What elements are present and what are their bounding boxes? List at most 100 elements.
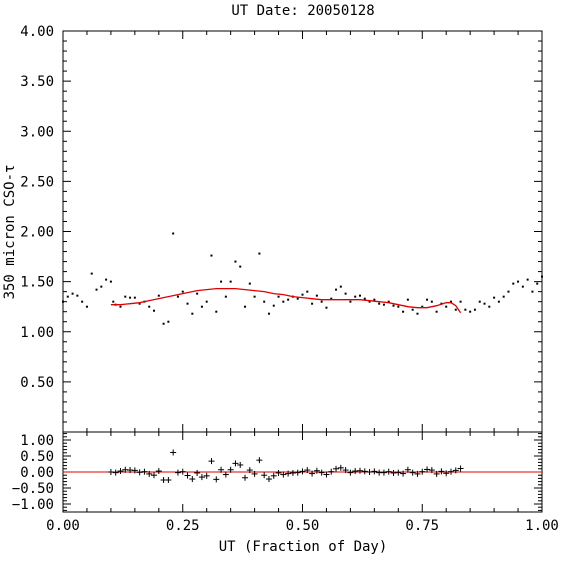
- tau-point: [517, 280, 520, 283]
- tau-point: [512, 282, 515, 285]
- tau-point: [330, 297, 333, 300]
- residual-point: [174, 469, 181, 476]
- tau-point: [536, 282, 539, 285]
- residual-point: [251, 470, 258, 477]
- x-tick-label: 0.50: [286, 518, 320, 534]
- tau-panel: 0.50 1.00 1.50 2.00 2.50 3.00 3.50 4.00 350 mic…: [2, 24, 543, 433]
- residual-point: [409, 469, 416, 476]
- residual-point: [294, 469, 301, 476]
- residual-point: [400, 470, 407, 477]
- residual-point: [170, 449, 177, 456]
- residual-point: [304, 467, 311, 474]
- residual-point: [146, 470, 153, 477]
- residual-point: [107, 469, 114, 475]
- y-tick-label: 1.50: [20, 275, 54, 291]
- residual-y-tick-label: 0.50: [20, 449, 54, 465]
- residual-point: [141, 468, 148, 475]
- x-tick-label: 0.00: [46, 518, 80, 534]
- tau-point: [95, 288, 98, 291]
- residual-point: [194, 469, 201, 476]
- residual-point: [433, 470, 440, 477]
- chart-title: UT Date: 20050128: [231, 3, 374, 19]
- tau-point: [220, 280, 223, 283]
- tau-point: [167, 320, 170, 323]
- y-tick-label: 3.50: [20, 74, 54, 90]
- x-axis-label: UT (Fraction of Day): [219, 539, 388, 555]
- residual-point: [198, 474, 205, 481]
- residual-point: [246, 467, 253, 474]
- residual-point: [313, 467, 320, 474]
- tau-point: [387, 300, 390, 303]
- residual-point: [299, 468, 306, 475]
- tau-point: [62, 300, 64, 303]
- tau-point: [196, 292, 199, 295]
- tau-point: [473, 308, 476, 311]
- tau-point: [133, 296, 136, 299]
- tau-data-points: [62, 232, 543, 325]
- tau-point: [272, 304, 275, 307]
- tau-point: [478, 300, 481, 303]
- tau-point: [411, 308, 414, 311]
- tau-point: [112, 300, 115, 303]
- tau-point: [483, 302, 486, 305]
- tau-point: [526, 278, 529, 281]
- tau-point: [493, 296, 496, 299]
- residual-point: [242, 474, 249, 481]
- tau-point: [129, 296, 132, 299]
- residual-point: [404, 466, 411, 473]
- tau-point: [239, 265, 242, 268]
- tau-point: [339, 285, 342, 288]
- residual-y-tick-label: −0.50: [12, 481, 54, 497]
- residual-point: [447, 468, 454, 475]
- tau-point: [344, 292, 347, 295]
- residual-point: [203, 472, 210, 479]
- tau-point: [406, 298, 409, 301]
- tau-point: [263, 300, 266, 303]
- residual-point: [222, 471, 229, 478]
- tau-point: [109, 280, 112, 283]
- tau-point: [507, 290, 510, 293]
- residual-point: [342, 467, 349, 474]
- tau-point: [358, 294, 361, 297]
- residual-point: [117, 468, 124, 475]
- x-tick-label: 1.00: [525, 518, 559, 534]
- tau-point: [459, 300, 462, 303]
- residual-point: [428, 467, 435, 474]
- tau-point: [378, 302, 381, 305]
- tau-point: [541, 275, 543, 278]
- tau-point: [287, 298, 290, 301]
- residual-panel: −1.00−0.500.000.501.000.00 0.25 0.50 0.75 1.…: [12, 431, 559, 534]
- tau-point: [454, 308, 457, 311]
- residual-point: [424, 466, 431, 473]
- residual-point: [189, 476, 196, 483]
- residual-point: [280, 471, 287, 478]
- tau-panel-ticks: 0.50 1.00 1.50 2.00 2.50 3.00 3.50 4.00: [20, 24, 543, 432]
- tau-point: [229, 280, 232, 283]
- residual-point: [136, 469, 143, 476]
- residual-point: [366, 469, 373, 475]
- tau-fit-line: [110, 287, 462, 314]
- tau-point: [124, 295, 127, 298]
- residual-point: [371, 468, 378, 475]
- tau-point: [215, 310, 218, 313]
- tau-point: [363, 297, 366, 300]
- tau-point: [320, 300, 323, 303]
- tau-point: [224, 295, 227, 298]
- tau-point: [244, 305, 247, 308]
- tau-point: [172, 232, 175, 235]
- tau-point: [234, 260, 237, 263]
- residual-point: [155, 468, 162, 475]
- residual-point: [218, 466, 225, 473]
- y-tick-label: 3.00: [20, 124, 54, 140]
- residual-point: [208, 458, 215, 465]
- residual-point: [256, 457, 263, 464]
- tau-point: [248, 282, 251, 285]
- tau-point: [502, 295, 505, 298]
- residual-point: [151, 472, 158, 479]
- tau-point: [368, 300, 371, 303]
- residual-point: [237, 461, 244, 468]
- tau-point: [488, 305, 491, 308]
- tau-point: [66, 295, 69, 298]
- tau-point: [402, 310, 405, 313]
